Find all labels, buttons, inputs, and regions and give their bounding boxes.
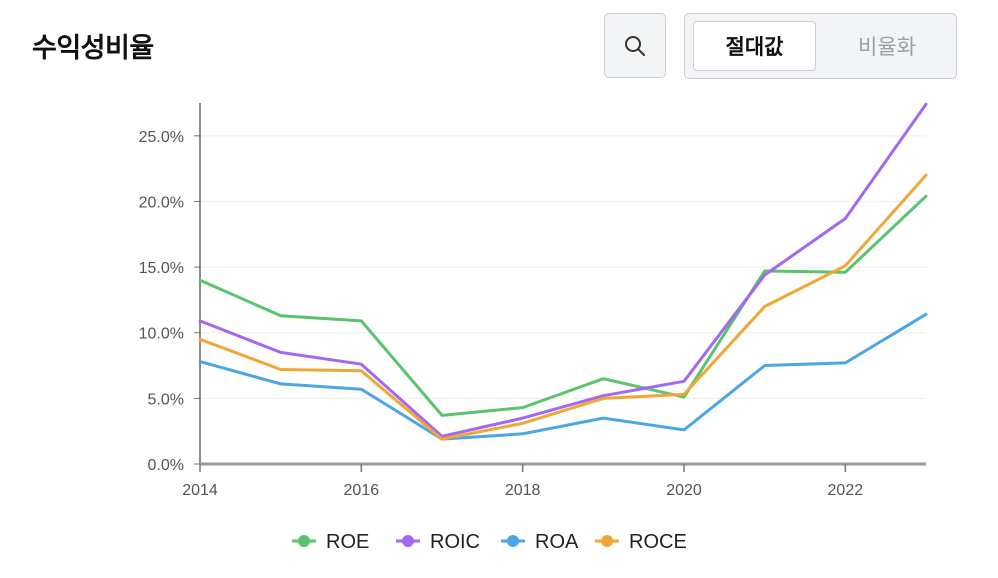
chart-title: 수익성비율 bbox=[32, 33, 154, 64]
series-line-roa bbox=[198, 312, 928, 441]
y-tick-label: 10.0% bbox=[139, 326, 184, 343]
x-tick-label: 2020 bbox=[666, 482, 702, 499]
series-line-roce bbox=[198, 173, 928, 441]
y-tick-label: 20.0% bbox=[139, 194, 184, 211]
ratio-button[interactable]: 비율화 bbox=[858, 35, 916, 59]
legend-label-roic[interactable]: ROIC bbox=[430, 531, 480, 553]
x-tick-label: 2022 bbox=[828, 482, 864, 499]
search-button[interactable] bbox=[604, 13, 666, 78]
legend-marker-roe bbox=[298, 535, 310, 547]
view-mode-toggle: 절대값 비율화 bbox=[684, 13, 957, 79]
legend-label-roce[interactable]: ROCE bbox=[629, 531, 687, 553]
series-line-roic bbox=[198, 102, 928, 438]
x-tick-label: 2018 bbox=[505, 482, 541, 499]
x-tick-label: 2014 bbox=[182, 482, 218, 499]
legend-marker-roic bbox=[402, 535, 414, 547]
series-line-roe bbox=[198, 194, 928, 417]
legend-marker-roce bbox=[601, 535, 613, 547]
y-tick-label: 25.0% bbox=[139, 129, 184, 146]
legend-marker-roa bbox=[507, 535, 519, 547]
y-tick-label: 15.0% bbox=[139, 260, 184, 277]
legend-label-roa[interactable]: ROA bbox=[535, 531, 579, 553]
absolute-value-button[interactable]: 절대값 bbox=[693, 21, 816, 71]
y-tick-label: 5.0% bbox=[148, 391, 184, 408]
y-tick-label: 0.0% bbox=[148, 457, 184, 474]
x-tick-label: 2016 bbox=[344, 482, 380, 499]
search-icon bbox=[625, 35, 645, 56]
legend-label-roe[interactable]: ROE bbox=[326, 531, 369, 553]
